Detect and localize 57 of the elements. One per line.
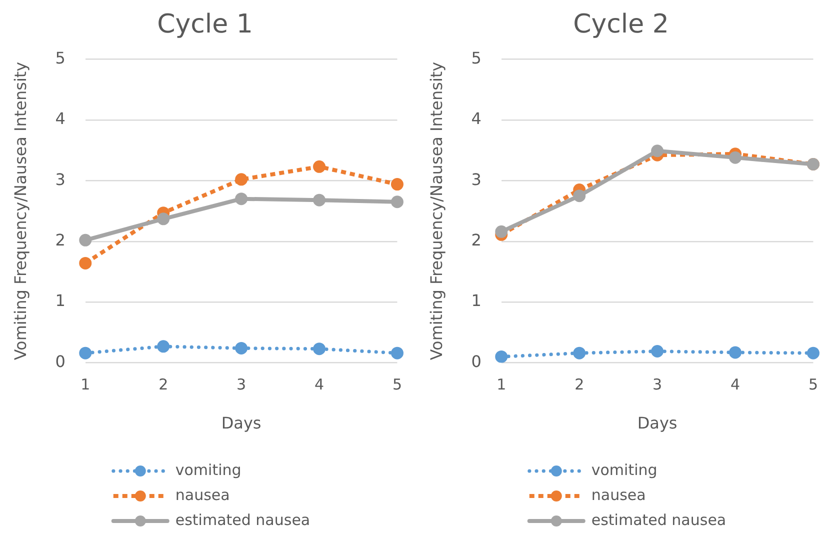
x-tick-label: 4 — [314, 376, 324, 394]
y-tick-label: 4 — [55, 109, 66, 128]
legend-label: nausea — [591, 486, 646, 504]
y-tick-label: 1 — [471, 291, 482, 310]
y-tick-label: 1 — [55, 291, 66, 310]
x-axis-title: Days — [221, 414, 262, 433]
y-tick-label: 0 — [55, 352, 66, 371]
y-tick-label: 0 — [471, 352, 482, 371]
x-tick-label: 4 — [730, 376, 740, 394]
legend-label: estimated nausea — [591, 510, 726, 529]
y-tick-label: 4 — [471, 109, 482, 128]
x-tick-label: 2 — [158, 376, 168, 394]
point — [495, 350, 508, 363]
point — [729, 346, 742, 359]
x-tick-label: 2 — [574, 376, 584, 394]
point — [313, 194, 326, 206]
point — [157, 340, 170, 353]
y-tick-label: 5 — [471, 48, 482, 68]
y-tick-label: 2 — [471, 230, 482, 250]
point — [157, 212, 170, 226]
x-tick-label: 5 — [808, 376, 818, 394]
y-tick-label: 3 — [55, 170, 66, 189]
y-axis-title: Vomiting Frequency/Nausea Intensity — [10, 62, 30, 360]
chart-title: Cycle 1 — [157, 9, 253, 40]
legend-label: nausea — [175, 486, 230, 504]
point — [495, 225, 508, 238]
point — [651, 345, 664, 358]
legend-label: vomiting — [591, 460, 658, 479]
point — [729, 151, 742, 164]
x-tick-label: 1 — [80, 376, 90, 394]
point — [390, 196, 404, 208]
x-axis-title: Days — [637, 414, 678, 433]
y-tick-label: 2 — [55, 230, 66, 250]
point — [79, 346, 92, 360]
x-tick-label: 1 — [496, 376, 506, 394]
point — [313, 342, 326, 356]
point — [390, 178, 404, 191]
point — [79, 256, 92, 270]
y-axis-title: Vomiting Frequency/Nausea Intensity — [426, 62, 446, 360]
point — [390, 346, 404, 360]
legend-label: estimated nausea — [175, 510, 310, 529]
x-tick-label: 3 — [236, 376, 246, 394]
point — [235, 192, 248, 206]
point — [235, 173, 248, 186]
point — [313, 160, 326, 173]
legend-label: vomiting — [175, 460, 242, 479]
chart-title: Cycle 2 — [573, 9, 669, 40]
x-tick-label: 3 — [652, 376, 662, 394]
point — [235, 342, 248, 354]
point — [573, 190, 586, 202]
point — [651, 144, 664, 158]
x-tick-label: 5 — [392, 376, 402, 394]
y-tick-label: 3 — [471, 170, 482, 189]
point — [79, 234, 92, 246]
point — [806, 346, 820, 360]
point — [573, 346, 586, 360]
y-tick-label: 5 — [55, 48, 66, 68]
